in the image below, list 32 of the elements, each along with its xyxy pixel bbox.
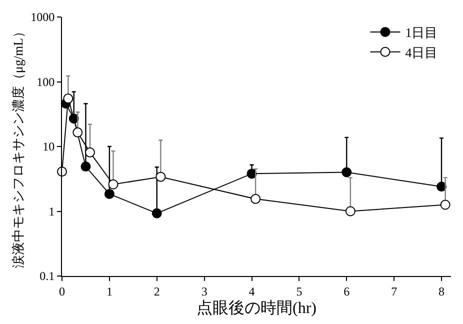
x-tick-label: 6 (344, 284, 350, 298)
legend-label: 1日目 (405, 25, 438, 40)
x-tick-label: 7 (391, 284, 398, 298)
y-tick-label: 1000 (30, 10, 55, 24)
point (63, 94, 74, 104)
point (156, 172, 166, 182)
point (152, 208, 162, 218)
point (342, 167, 352, 178)
y-axis-title: 涙液中モキシフロキサシン濃度（μg/mL） (10, 24, 26, 268)
point (250, 194, 261, 204)
legend-label: 4日目 (405, 44, 438, 60)
x-tick-label: 8 (438, 284, 445, 298)
point (57, 166, 67, 177)
point (108, 179, 118, 190)
x-tick-label: 1 (106, 284, 112, 298)
point (84, 147, 95, 158)
y-tick-label: 0.1 (40, 269, 55, 284)
x-tick-label: 5 (296, 284, 302, 298)
x-axis-title: 点眼後の時間(hr) (196, 299, 316, 318)
x-tick-label: 4 (248, 284, 255, 298)
x-tick-label: 3 (201, 284, 208, 298)
point (104, 188, 114, 199)
point (80, 162, 91, 172)
x-tick-label: 2 (154, 284, 160, 298)
point (72, 127, 83, 138)
point (345, 206, 356, 216)
point (440, 200, 450, 210)
y-tick-label: 1 (48, 204, 55, 218)
y-tick-label: 100 (36, 74, 55, 89)
x-tick-label: 0 (59, 284, 65, 298)
point (246, 168, 257, 179)
y-tick-label: 10 (42, 140, 55, 154)
